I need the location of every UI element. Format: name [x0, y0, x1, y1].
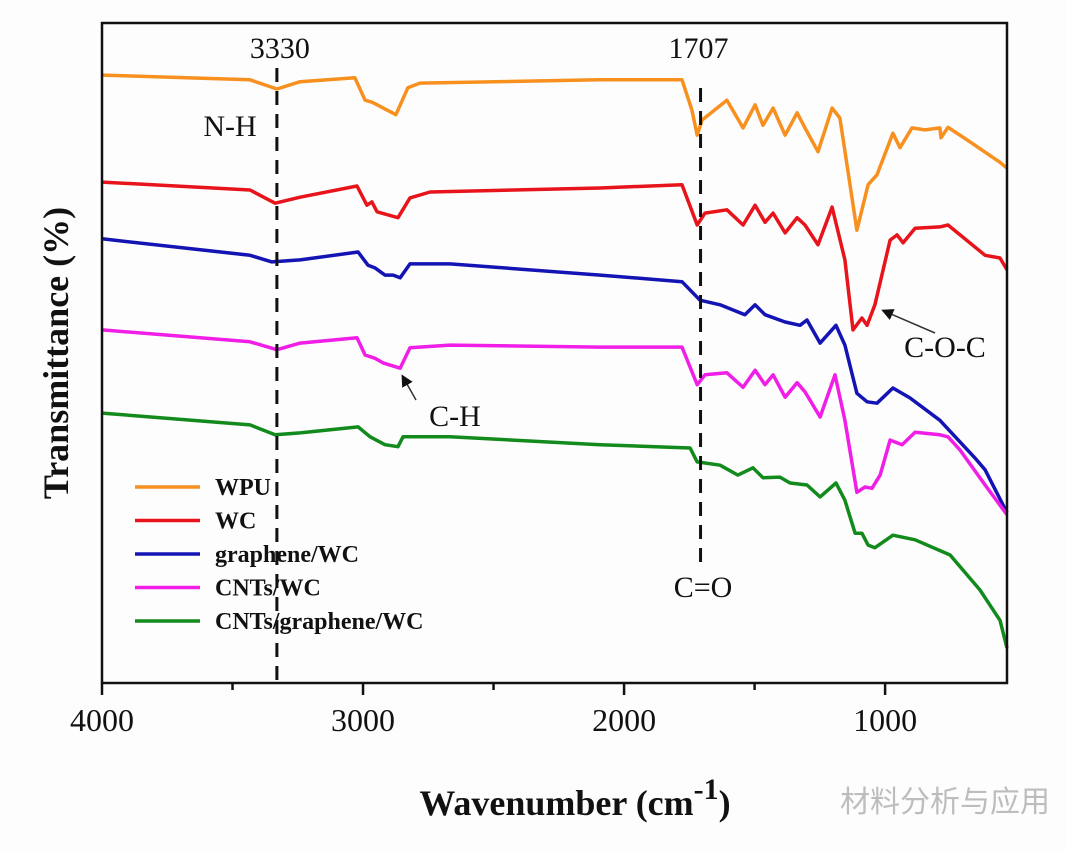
series-layer	[101, 73, 1009, 649]
legend-item: graphene/WC	[135, 542, 359, 568]
x-axis-label: Wavenumber (cm-1)	[419, 773, 730, 823]
annotation-coc: C-O-C	[904, 331, 986, 364]
series-line-1	[101, 180, 1009, 332]
coc-arrow	[881, 309, 936, 334]
legend-label: CNTs/graphene/WC	[215, 609, 423, 635]
series-line-0	[101, 73, 1009, 232]
y-axis-label: Transmittance (%)	[36, 207, 76, 499]
series-line-2	[101, 237, 1009, 514]
annotation-ch: C-H	[429, 400, 481, 433]
series-line-3	[101, 328, 1009, 516]
annotation-3330: 3330	[250, 32, 310, 65]
x-tick-label: 2000	[592, 702, 656, 738]
legend-label: WPU	[215, 475, 271, 501]
legend-label: WC	[215, 509, 256, 535]
legend-item: WPU	[135, 475, 271, 501]
watermark: 材料分析与应用	[840, 785, 1050, 820]
legend-item: CNTs/WC	[135, 576, 321, 602]
annotation-nh: N-H	[203, 110, 256, 143]
legend-label: CNTs/WC	[215, 576, 321, 602]
x-tick-label: 3000	[331, 702, 395, 738]
plot-frame	[100, 21, 1009, 685]
x-tick-label: 4000	[70, 702, 134, 738]
x-axis-ticks: 4000 3000 2000 1000	[70, 683, 917, 738]
x-tick-label: 1000	[853, 702, 917, 738]
annotation-co: C=O	[674, 571, 733, 604]
legend-item: WC	[135, 509, 256, 535]
legend: WPU WC graphene/WC CNTs/WC CNTs/graphene/WC	[135, 475, 423, 635]
annotation-1707: 1707	[669, 32, 729, 65]
series-line-4	[101, 411, 1009, 649]
ch-arrow	[401, 374, 417, 401]
legend-label: graphene/WC	[215, 542, 359, 568]
legend-item: CNTs/graphene/WC	[135, 609, 423, 635]
